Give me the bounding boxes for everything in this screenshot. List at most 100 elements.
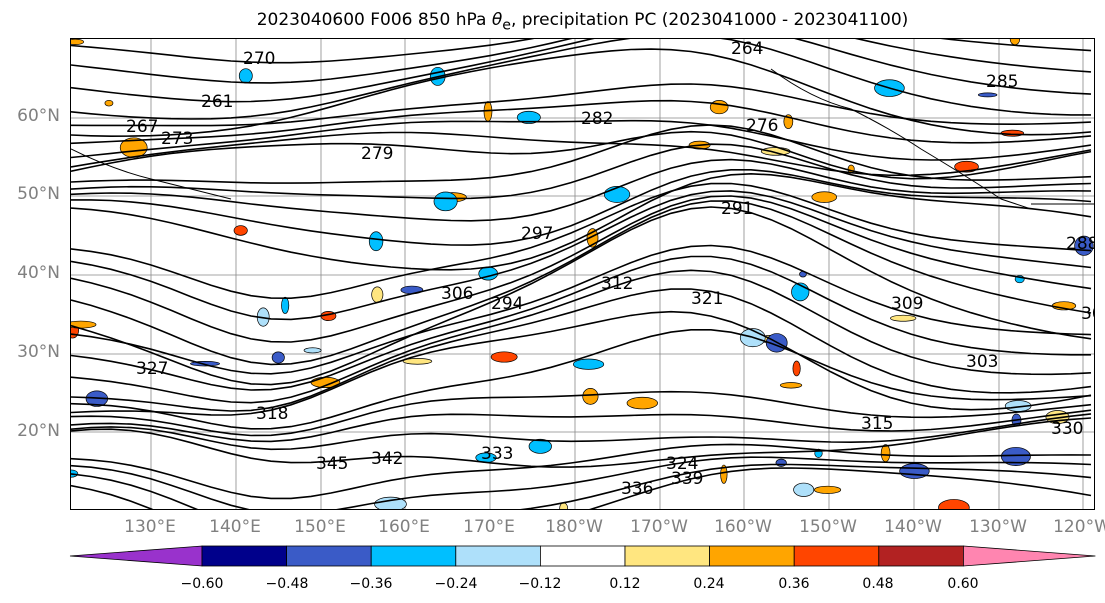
precip-cell — [573, 358, 605, 370]
contour-label: 279 — [361, 144, 393, 164]
contour-label: 282 — [581, 109, 613, 129]
precip-cell — [433, 191, 458, 212]
precip-cell — [238, 68, 253, 84]
contour-label: 273 — [161, 129, 193, 149]
lon-label-120w: 120°W — [1053, 517, 1105, 537]
contour-labels: 264 267 261 270 273 276 279 282 285 288 291 294 297 3… — [126, 39, 1095, 499]
colorbar-tick-label: 0.12 — [609, 576, 641, 592]
theta-e-contour — [71, 463, 1092, 509]
precip-cell — [977, 92, 998, 98]
theta-e-contour — [71, 130, 1092, 180]
colorbar-tick-label: −0.12 — [518, 576, 562, 592]
contour-label: 345 — [316, 454, 348, 474]
precip-cell — [793, 482, 815, 497]
precip-cell — [371, 286, 384, 303]
theta-e-contour — [71, 48, 1092, 138]
precip-cell — [880, 444, 891, 463]
colorbar-tick-label: 0.24 — [693, 576, 725, 592]
theta-e-contour — [71, 143, 1092, 200]
precip-cell — [709, 99, 729, 115]
map-panel: 264 267 261 270 273 276 279 282 285 288 291 294 297 3… — [70, 38, 1095, 510]
theta-e-contour — [71, 409, 1092, 443]
precip-cell — [374, 496, 407, 509]
theta-e-contour — [71, 329, 1092, 430]
theta-e-contour — [71, 417, 1092, 468]
contour-label: 297 — [521, 224, 553, 244]
contour-label: 300 — [1081, 304, 1095, 324]
precip-cell — [813, 485, 842, 494]
contour-label: 333 — [481, 444, 513, 464]
precip-cell — [233, 225, 248, 236]
precip-cell — [582, 388, 599, 405]
lon-label-140w: 140°W — [884, 517, 942, 537]
precip-cell — [528, 438, 552, 454]
map-canvas: 264 267 261 270 273 276 279 282 285 288 291 294 297 3… — [71, 39, 1095, 509]
contour-label: 288 — [1066, 234, 1095, 254]
theta-e-contour — [71, 269, 1092, 404]
colorbar-tick-label: −0.48 — [265, 576, 309, 592]
contour-label: 321 — [691, 289, 723, 309]
lon-label-160w: 160°W — [714, 517, 772, 537]
precip-cell — [303, 347, 322, 354]
lon-label-130w: 130°W — [969, 517, 1027, 537]
coastline — [71, 68, 1094, 210]
lon-label-180w: 180°W — [545, 517, 603, 537]
contour-label: 291 — [721, 199, 753, 219]
colorbar-cell — [963, 545, 1096, 567]
precip-cell — [402, 358, 433, 365]
theta-e-contour — [71, 158, 1092, 222]
contour-label: 327 — [136, 359, 168, 379]
theta-e-contour — [71, 244, 1092, 375]
theta-e-contour — [71, 200, 1092, 366]
contour-label: 315 — [861, 414, 893, 434]
contour-label: 285 — [986, 72, 1018, 92]
colorbar-cell — [286, 545, 372, 567]
contour-label: 270 — [243, 49, 275, 69]
theta-e-contour — [71, 206, 1092, 386]
theta-e-contour — [71, 190, 1092, 321]
colorbar-cell — [69, 545, 203, 567]
contour-label: 261 — [201, 92, 233, 112]
lat-label-30n: 30°N — [17, 342, 60, 362]
lon-label-150e: 150°E — [294, 517, 346, 537]
colorbar-cell — [624, 545, 710, 567]
colorbar — [69, 545, 1096, 567]
theta-e-contour — [71, 99, 1092, 145]
precip-cell — [603, 186, 631, 203]
lon-label-150w: 150°W — [799, 517, 857, 537]
colorbar-tick-label: 0.36 — [778, 576, 810, 592]
colorbar-cell — [878, 545, 964, 567]
colorbar-tick-label: −0.36 — [349, 576, 393, 592]
theta-e-contour — [71, 39, 1092, 64]
contour-label: 309 — [891, 294, 923, 314]
theta-e-contour — [71, 169, 1092, 246]
theta-e-contour — [71, 119, 1092, 161]
colorbar-tick-label: 0.60 — [947, 576, 979, 592]
lon-label-170e: 170°E — [463, 517, 515, 537]
precip-cell — [71, 39, 84, 45]
theta-e-contour — [71, 310, 1092, 416]
theta-e-contour — [71, 467, 1092, 509]
contour-label: 336 — [621, 479, 653, 499]
precip-cell — [779, 382, 803, 389]
colorbar-cell — [709, 545, 795, 567]
theta-e-contour — [71, 288, 1092, 412]
lon-label-130e: 130°E — [124, 517, 176, 537]
theta-e-contour — [71, 39, 1091, 120]
theta-e-contour — [71, 456, 1092, 509]
theta-e-contour — [71, 413, 1092, 451]
lat-label-20n: 20°N — [17, 421, 60, 441]
colorbar-cell — [793, 545, 880, 567]
precip-cell — [792, 360, 801, 377]
contour-label: 318 — [256, 404, 288, 424]
contour-label: 267 — [126, 117, 158, 137]
theta-e-contour — [71, 195, 1092, 343]
lon-label-170w: 170°W — [630, 517, 688, 537]
colorbar-cell — [455, 545, 541, 567]
theta-e-contour — [71, 83, 1092, 127]
precip-cell — [760, 147, 791, 156]
colorbar-cell — [539, 545, 626, 567]
theta-e-contour — [71, 255, 1091, 391]
colorbar-cell — [370, 545, 457, 567]
precip-cell — [938, 499, 970, 509]
